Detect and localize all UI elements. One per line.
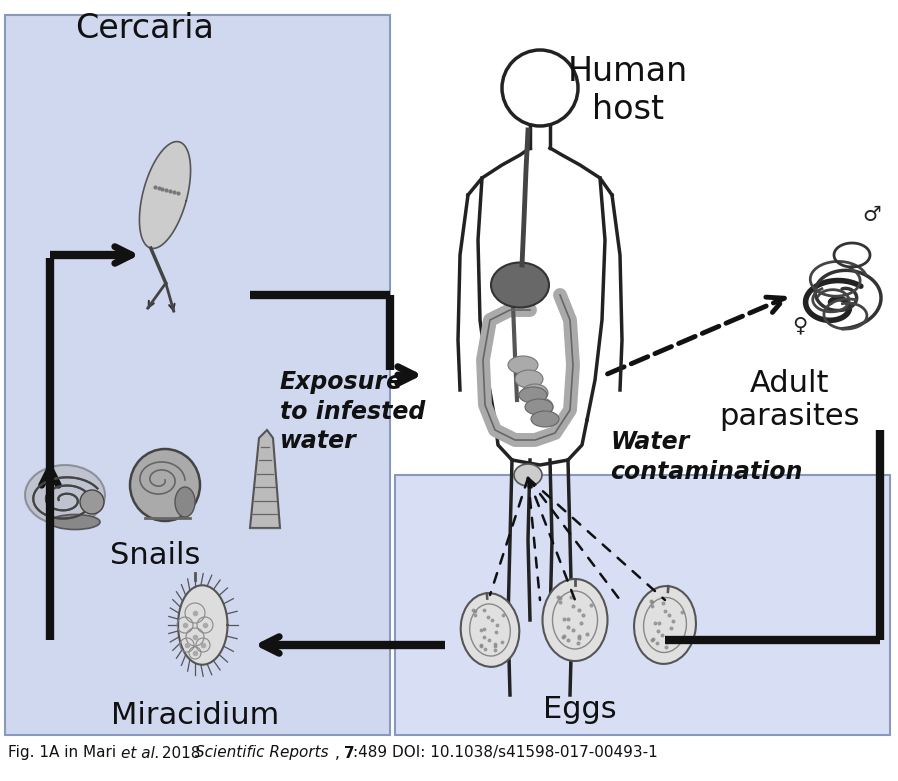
Ellipse shape <box>515 370 543 388</box>
Text: ,: , <box>335 746 345 761</box>
Polygon shape <box>178 585 227 665</box>
Ellipse shape <box>175 487 195 517</box>
Ellipse shape <box>522 384 548 402</box>
Text: Snails: Snails <box>110 540 200 569</box>
Circle shape <box>80 490 104 514</box>
Ellipse shape <box>531 411 559 427</box>
Bar <box>395 475 890 735</box>
Polygon shape <box>250 430 280 528</box>
Bar <box>5 15 390 735</box>
Text: Cercaria: Cercaria <box>75 12 215 45</box>
Text: Miracidium: Miracidium <box>110 701 279 729</box>
Ellipse shape <box>508 356 538 374</box>
Text: Water
contamination: Water contamination <box>610 430 803 483</box>
Ellipse shape <box>525 399 553 415</box>
Ellipse shape <box>491 262 549 308</box>
Ellipse shape <box>50 515 100 530</box>
Text: :489 DOI: 10.1038/s41598-017-00493-1: :489 DOI: 10.1038/s41598-017-00493-1 <box>353 746 657 761</box>
Text: Human
host: Human host <box>568 55 688 127</box>
Text: 7: 7 <box>344 746 355 761</box>
Ellipse shape <box>130 449 200 521</box>
Text: ♂: ♂ <box>863 205 881 225</box>
Text: Fig. 1A in Mari: Fig. 1A in Mari <box>8 746 121 761</box>
Text: et al.: et al. <box>121 746 160 761</box>
Text: 2018: 2018 <box>157 746 206 761</box>
Ellipse shape <box>514 464 542 486</box>
Ellipse shape <box>25 465 105 525</box>
Ellipse shape <box>542 579 608 661</box>
Ellipse shape <box>529 398 553 416</box>
Text: Scientific Reports: Scientific Reports <box>195 746 329 761</box>
Polygon shape <box>139 141 190 248</box>
Text: Adult
parasites: Adult parasites <box>720 369 860 431</box>
Ellipse shape <box>461 593 519 667</box>
Ellipse shape <box>634 586 696 664</box>
Ellipse shape <box>519 387 547 403</box>
Text: Exposure
to infested
water: Exposure to infested water <box>280 370 426 454</box>
Text: ♀: ♀ <box>792 315 807 335</box>
Text: Eggs: Eggs <box>543 696 617 725</box>
